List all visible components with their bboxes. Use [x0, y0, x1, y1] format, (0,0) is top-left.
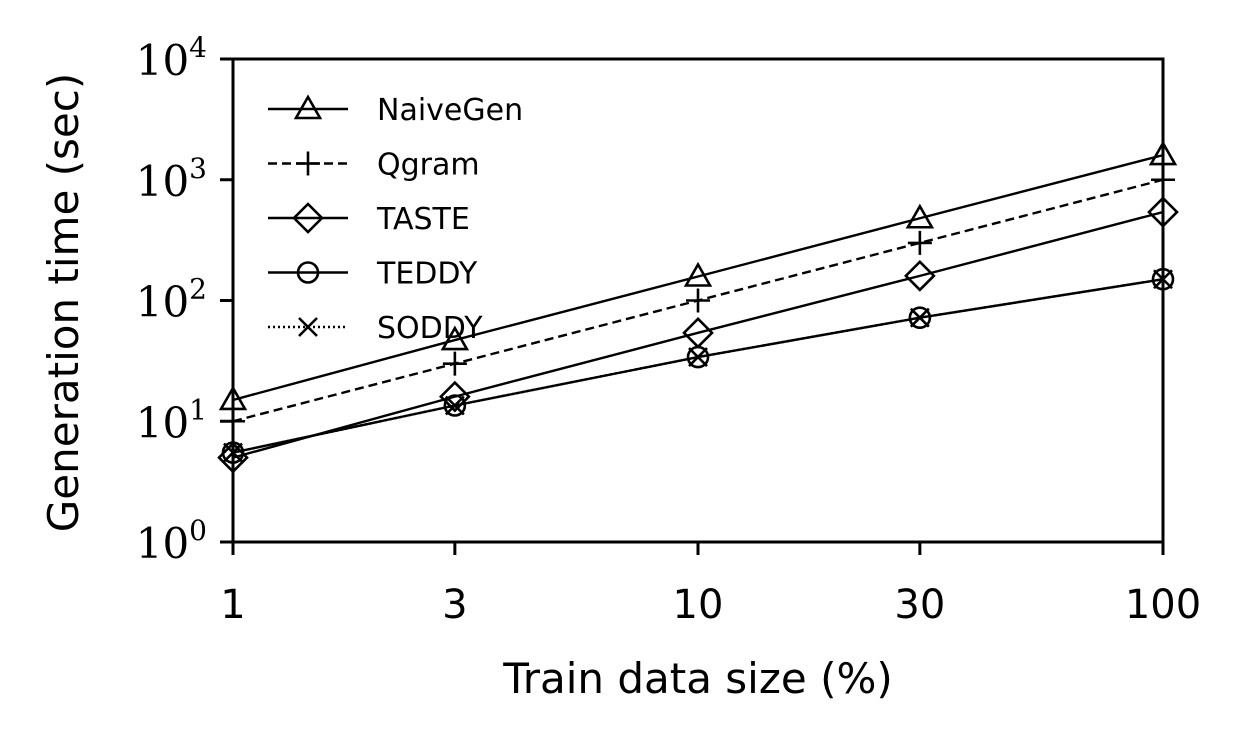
legend-label: NaiveGen	[377, 93, 523, 128]
naivegen-point	[440, 325, 470, 351]
axes-layer: 1 3 10 30 100 100 101 102 103 104	[136, 31, 1201, 628]
y-axis-label: Generation time (sec)	[39, 73, 88, 532]
y-tick-label: 104	[136, 31, 207, 85]
x-tick-label: 100	[1125, 582, 1201, 628]
legend-marker	[296, 261, 320, 284]
teddy-point	[908, 306, 932, 330]
qgram-point	[907, 230, 932, 255]
naivegen-line	[232, 153, 1164, 402]
taste-point	[439, 380, 471, 413]
legend-marker	[292, 202, 324, 234]
taste-line	[232, 210, 1164, 459]
soddy-point	[444, 395, 465, 416]
legend-label: SODDY	[377, 311, 483, 346]
soddy-point	[909, 307, 930, 328]
x-b	[444, 395, 465, 416]
x-b	[688, 347, 708, 367]
legend-item-taste: TASTE	[268, 202, 470, 237]
y-tick-label: 100	[136, 514, 207, 568]
soddy-line	[232, 278, 1164, 454]
x-axis-label: Train data size (%)	[502, 654, 893, 703]
x-b	[909, 307, 930, 328]
naivegen-point	[905, 203, 935, 229]
series-taste	[217, 196, 1179, 474]
x-tick-label: 10	[673, 582, 724, 628]
soddy-point	[688, 347, 708, 367]
teddy-point	[443, 394, 467, 417]
legend-item-qgram: Qgram	[268, 148, 480, 183]
x-tick-label: 1	[220, 582, 245, 628]
y-tick-label: 103	[136, 152, 207, 206]
series-naivegen	[218, 140, 1178, 411]
legend-marker	[293, 94, 323, 120]
x-tick-label: 30	[894, 582, 945, 628]
y-tick-label: 101	[136, 393, 207, 447]
legend: NaiveGen Qgram TASTE TEDDY SODDY	[268, 93, 523, 346]
series-layer	[217, 140, 1179, 474]
legend-label: TASTE	[376, 202, 470, 237]
naivegen-point	[683, 261, 713, 287]
legend-marker	[296, 151, 320, 176]
legend-item-soddy: SODDY	[268, 311, 483, 346]
x-b	[298, 317, 318, 337]
y-tick-label: 102	[136, 273, 207, 327]
legend-item-teddy: TEDDY	[268, 257, 478, 292]
qgram-point	[686, 288, 710, 313]
qgram-point	[442, 351, 467, 376]
x-tick-label: 3	[442, 582, 467, 628]
teddy-point	[686, 345, 710, 369]
legend-item-naivegen: NaiveGen	[268, 93, 523, 128]
legend-marker	[298, 317, 318, 337]
legend-label: TEDDY	[376, 257, 478, 292]
legend-label: Qgram	[377, 148, 480, 183]
taste-point	[904, 260, 936, 292]
